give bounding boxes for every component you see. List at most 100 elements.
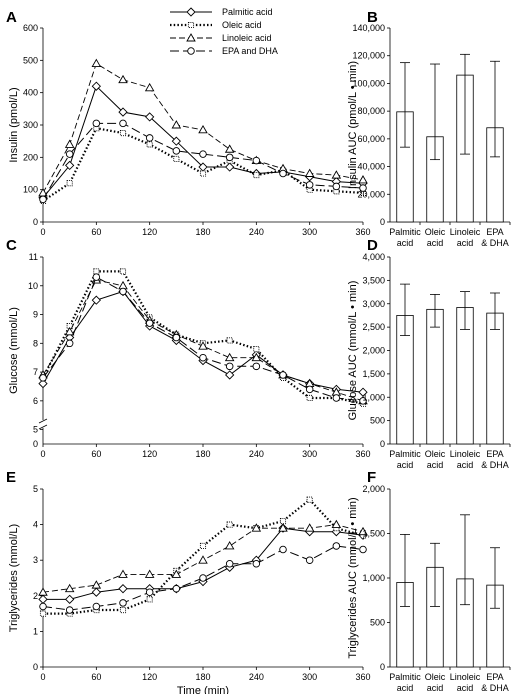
y-tick-label: 11 (29, 252, 38, 262)
data-point (332, 394, 341, 402)
data-point (145, 319, 154, 327)
data-point (332, 182, 341, 191)
y-tick-label: 6 (33, 396, 38, 406)
data-point (144, 82, 155, 92)
data-point (65, 150, 74, 158)
y-tick-label: 0 (380, 662, 385, 672)
category-label: acid (457, 238, 474, 248)
y-tick-label: 4,000 (362, 252, 385, 262)
data-point (92, 602, 101, 611)
y-tick-label: 0 (33, 217, 38, 227)
data-point (198, 124, 208, 134)
y-axis-label: Triglycerides (mmol/L) (8, 524, 20, 632)
legend-label: Linoleic acid (222, 33, 272, 43)
y-tick-label: 500 (370, 618, 385, 628)
y-tick-label: 7 (33, 367, 38, 377)
y-tick-label: 2,000 (362, 346, 385, 356)
data-point (279, 169, 287, 178)
data-point (332, 542, 341, 550)
data-point (306, 394, 313, 402)
y-tick-label: 40,000 (357, 162, 385, 172)
series-epa-and-dha (39, 542, 367, 614)
data-point (199, 150, 207, 158)
data-point (146, 141, 153, 148)
y-tick-label: 1 (33, 626, 38, 636)
data-point (146, 596, 153, 603)
data-point (198, 555, 208, 564)
x-tick-label: 120 (142, 227, 157, 237)
data-point (253, 172, 260, 179)
series-linoleic-acid (38, 275, 368, 405)
y-tick-label: 2 (33, 591, 38, 601)
y-tick-label: 9 (33, 310, 38, 320)
panel-a: 0 100 200 300 400 500 600 0 60 120 180 240 300 360 Ins… (6, 7, 371, 237)
y-tick-label: 100,000 (352, 78, 385, 88)
category-label: EPA (486, 227, 503, 237)
y-tick-label: 600 (23, 23, 38, 33)
data-point (199, 170, 207, 177)
panel-c: 0 5 6 7 8 9 10 11 0 60 120 180 240 300 360 Glucose (mmo… (6, 237, 371, 459)
y-tick-label: 20,000 (357, 189, 385, 199)
data-point (252, 362, 261, 371)
data-point (278, 523, 288, 532)
data-point (199, 574, 207, 582)
legend-marker-oleic-acid (187, 21, 195, 29)
data-point (305, 181, 314, 189)
data-point (172, 584, 181, 593)
y-tick-label: 5 (33, 425, 38, 435)
panel-letter: B (367, 9, 378, 26)
data-point (304, 523, 315, 532)
data-point (92, 273, 101, 281)
panel-letter: D (367, 237, 378, 254)
y-tick-label: 1,000 (362, 573, 385, 583)
category-label: & DHA (481, 683, 509, 693)
data-point (65, 594, 75, 604)
y-tick-label: 0 (33, 439, 38, 449)
data-point (358, 526, 368, 536)
category-label: Palmitic (389, 672, 421, 682)
x-tick-label: 300 (302, 449, 317, 459)
category-label: acid (397, 460, 414, 470)
x-tick-label: 180 (195, 449, 210, 459)
category-label: acid (397, 683, 414, 693)
x-tick-label: 360 (355, 227, 370, 237)
data-point (64, 583, 75, 593)
data-point (198, 341, 208, 350)
y-axis-label: Insulin (pmol/L) (8, 87, 20, 162)
series-palmitic-acid (38, 523, 368, 604)
data-point (199, 542, 207, 550)
data-point (91, 58, 102, 68)
data-point (279, 545, 287, 554)
data-point (39, 610, 47, 617)
y-tick-label: 500 (370, 416, 385, 426)
y-tick-label: 100 (23, 185, 38, 195)
panel-b: 0 20,000 40,000 60,000 80,000 100,000 120,000 1… (347, 9, 511, 248)
data-point (224, 352, 235, 362)
data-point (226, 337, 233, 344)
data-point (279, 517, 287, 525)
panel-f: 05001,0001,5002,000PalmiticacidOleicacid… (347, 469, 511, 693)
x-tick-label: 0 (40, 227, 45, 237)
series-line-palmitic-acid (43, 527, 364, 600)
y-tick-label: 4 (33, 520, 38, 530)
data-point (119, 119, 127, 128)
y-tick-label: 0 (380, 217, 385, 227)
data-point (252, 156, 261, 165)
legend: Palmitic acid Oleic acid Linoleic acid EPA … (170, 7, 278, 56)
category-label: Oleic (425, 227, 446, 237)
y-tick-label: 5 (33, 484, 38, 494)
series-epa-and-dha (39, 273, 367, 405)
panel-letter: F (367, 469, 376, 486)
data-point (92, 119, 101, 128)
x-tick-label: 120 (142, 672, 157, 682)
data-point (66, 180, 73, 187)
axis-break-mark (38, 424, 48, 430)
category-label: acid (457, 683, 474, 693)
data-point (305, 385, 314, 394)
category-label: & DHA (481, 460, 509, 470)
category-label: Palmitic (389, 227, 421, 237)
series-line-epa-and-dha (42, 276, 364, 402)
x-tick-label: 60 (91, 449, 101, 459)
data-point (65, 160, 75, 171)
